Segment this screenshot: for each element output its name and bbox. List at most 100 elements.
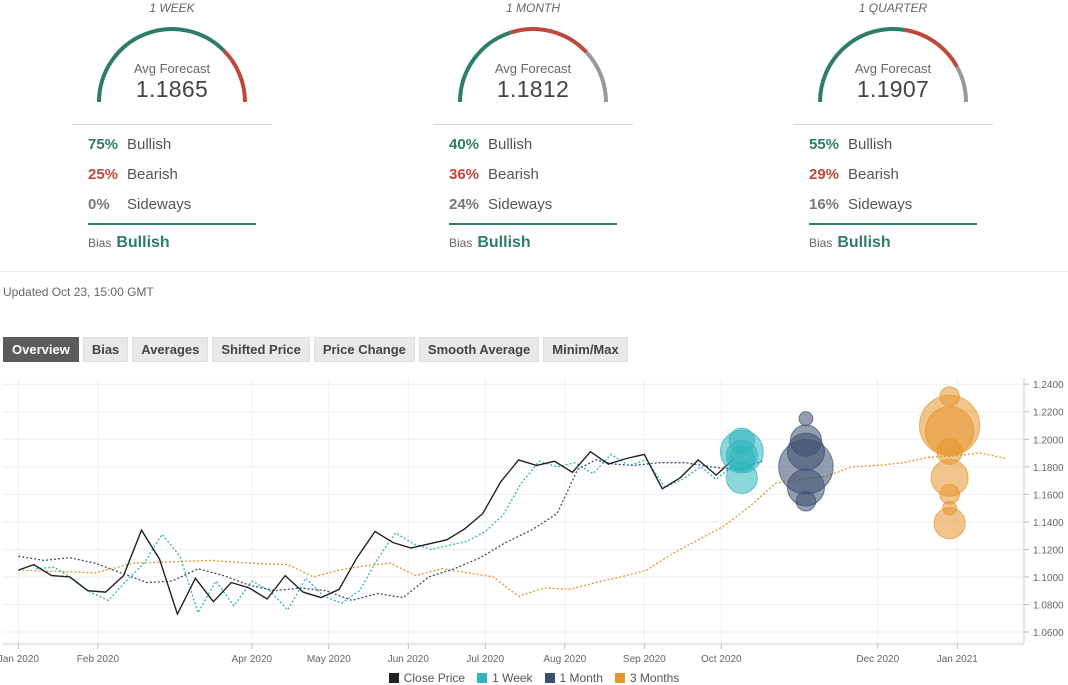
chart-legend: Close Price 1 Week 1 Month 3 Months xyxy=(0,671,1068,685)
bearish-row: 29% Bearish xyxy=(809,164,899,184)
bias-divider xyxy=(88,223,256,225)
section-divider xyxy=(0,271,1068,272)
x-tick-label: Oct 2020 xyxy=(701,654,742,665)
chart-grid xyxy=(3,378,1024,644)
y-tick-label: 1.1000 xyxy=(1033,573,1064,584)
legend-label: 1 Week xyxy=(492,671,533,685)
x-tick-label: Feb 2020 xyxy=(77,654,120,665)
y-tick-label: 1.2000 xyxy=(1033,435,1064,446)
tab-shifted-price[interactable]: Shifted Price xyxy=(212,337,310,362)
bias-value: Bullish xyxy=(477,234,531,251)
x-tick-label: Jan 2021 xyxy=(937,654,979,665)
bearish-row: 25% Bearish xyxy=(88,164,178,184)
sideways-row: 0% Sideways xyxy=(88,194,191,214)
legend-label: 1 Month xyxy=(559,671,603,685)
avg-forecast-value: 1.1907 xyxy=(856,76,930,102)
legend-item-1-week[interactable]: 1 Week xyxy=(477,671,533,685)
bearish-percent: 25% xyxy=(88,165,119,183)
legend-swatch xyxy=(388,673,399,683)
legend-item-close-price[interactable]: Close Price xyxy=(388,671,465,685)
bullish-percent: 40% xyxy=(449,135,480,153)
y-tick-label: 1.1200 xyxy=(1033,545,1064,556)
bullish-label: Bullish xyxy=(127,135,172,153)
panel-divider xyxy=(72,124,272,125)
bearish-label: Bearish xyxy=(127,165,178,183)
gauge-bearish-arc xyxy=(904,27,959,68)
forecast-bubble xyxy=(728,427,756,454)
y-tick-label: 1.0800 xyxy=(1033,600,1064,611)
tab-averages[interactable]: Averages xyxy=(132,337,209,362)
gauge-label: Avg Forecast xyxy=(854,61,932,76)
x-tick-label: Jun 2020 xyxy=(388,654,430,665)
tab-smooth-average[interactable]: Smooth Average xyxy=(418,337,540,362)
x-tick-label: Dec 2020 xyxy=(856,654,899,665)
bullish-percent: 55% xyxy=(809,135,840,153)
legend-label: 3 Months xyxy=(629,671,680,685)
bearish-percent: 29% xyxy=(809,165,840,183)
forecast-bubble xyxy=(939,386,960,407)
gauge-label: Avg Forecast xyxy=(494,61,572,76)
panel-title: 1 QUARTER xyxy=(858,1,928,15)
avg-forecast-value: 1.1812 xyxy=(496,76,570,102)
gauge-bullish-arc xyxy=(818,27,905,103)
bubble-group-3-months xyxy=(919,386,981,540)
x-tick-label: Jul 2020 xyxy=(466,654,504,665)
legend-swatch xyxy=(544,673,555,683)
bias-row: Bias Bullish xyxy=(809,234,891,252)
forecast-chart: 1.0600 1.0800 1.1000 1.1200 1.1400 1.1600 1.18… xyxy=(0,378,1064,665)
tab-overview[interactable]: Overview xyxy=(3,337,79,362)
forecast-bubble xyxy=(942,500,958,516)
bias-label: Bias xyxy=(449,236,473,250)
bias-label: Bias xyxy=(809,236,833,250)
bullish-percent: 75% xyxy=(88,135,119,153)
tab-minim-max[interactable]: Minim/Max xyxy=(543,337,628,362)
bearish-percent: 36% xyxy=(449,165,480,183)
avg-forecast-value: 1.1865 xyxy=(135,76,209,102)
panel-title: 1 MONTH xyxy=(506,1,560,15)
y-tick-label: 1.0600 xyxy=(1033,628,1064,639)
forecast-gauge xyxy=(97,27,247,103)
sideways-row: 24% Sideways xyxy=(449,194,552,214)
bullish-row: 40% Bullish xyxy=(449,134,532,154)
sideways-percent: 16% xyxy=(809,195,840,213)
forecast-bubble xyxy=(795,490,817,512)
y-tick-label: 1.1600 xyxy=(1033,490,1064,501)
series-line-1-week xyxy=(36,453,738,615)
gauge-bullish-arc xyxy=(97,27,226,103)
bias-row: Bias Bullish xyxy=(88,234,170,252)
sideways-percent: 24% xyxy=(449,195,480,213)
forecast-gauge xyxy=(818,27,968,103)
tab-bias[interactable]: Bias xyxy=(82,337,129,362)
bubble-group-1-week xyxy=(719,427,764,494)
sideways-percent: 0% xyxy=(88,195,110,213)
gauge-sideways-arc xyxy=(584,50,608,103)
bias-label: Bias xyxy=(88,236,112,250)
bubble-group-1-month xyxy=(778,411,834,512)
tab-price-change[interactable]: Price Change xyxy=(313,337,415,362)
bullish-row: 55% Bullish xyxy=(809,134,892,154)
panel-divider xyxy=(433,124,633,125)
legend-item-3-months[interactable]: 3 Months xyxy=(614,671,680,685)
series-line-3-months xyxy=(18,452,1007,597)
y-tick-label: 1.1400 xyxy=(1033,518,1064,529)
forecast-gauge xyxy=(458,27,608,103)
bullish-label: Bullish xyxy=(848,135,893,153)
x-tick-label: Jan 2020 xyxy=(0,654,39,665)
panel-divider xyxy=(793,124,993,125)
bearish-label: Bearish xyxy=(488,165,539,183)
sideways-label: Sideways xyxy=(127,195,192,213)
sideways-label: Sideways xyxy=(848,195,913,213)
bias-value: Bullish xyxy=(116,234,170,251)
sideways-row: 16% Sideways xyxy=(809,194,912,214)
bias-divider xyxy=(809,223,977,225)
bearish-row: 36% Bearish xyxy=(449,164,539,184)
bullish-row: 75% Bullish xyxy=(88,134,171,154)
gauge-bearish-arc xyxy=(509,27,588,54)
forecast-bubble xyxy=(798,411,814,427)
bias-divider xyxy=(449,223,617,225)
gauge-bullish-arc xyxy=(458,30,512,103)
gauge-bearish-arc xyxy=(222,48,247,103)
forecast-bubble xyxy=(725,461,758,494)
legend-item-1-month[interactable]: 1 Month xyxy=(544,671,603,685)
legend-swatch xyxy=(477,673,488,683)
